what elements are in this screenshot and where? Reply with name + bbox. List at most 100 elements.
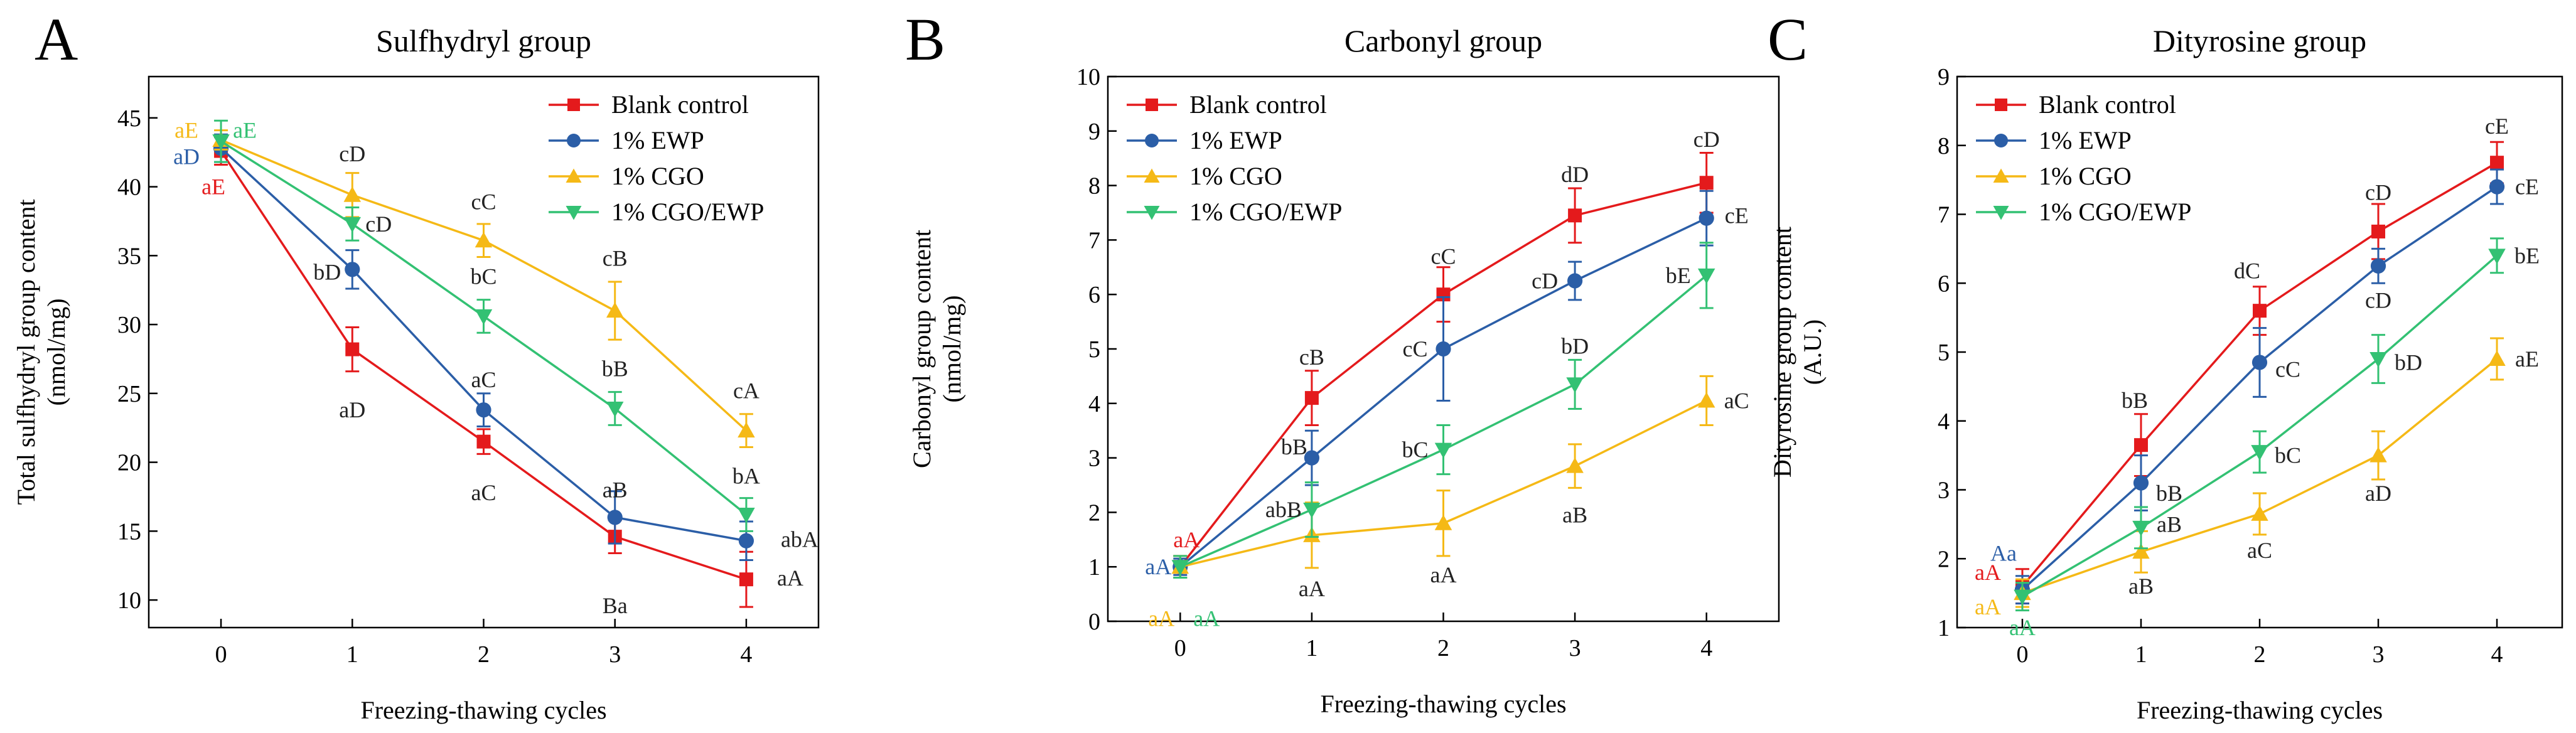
- x-tick-label: 3: [609, 641, 621, 668]
- data-point: [1699, 176, 1714, 190]
- y-tick-label: 1: [1088, 554, 1100, 581]
- data-label: aE: [233, 118, 257, 143]
- x-tick-label: 4: [740, 641, 752, 668]
- data-point: [1436, 341, 1451, 357]
- y-axis-unit-label: (nmol/mg): [938, 295, 966, 402]
- legend-label: Blank control: [2039, 90, 2176, 119]
- legend-label: 1% EWP: [1189, 126, 1282, 154]
- x-axis-label: Freezing-thawing cycles: [1320, 690, 1566, 718]
- legend: Blank control 1% EWP 1% CGO 1% CGO/EWP: [1127, 90, 1342, 226]
- legend-marker: [1995, 99, 2007, 111]
- legend-marker: [1993, 168, 2009, 183]
- panel-letter: C: [1768, 6, 1808, 73]
- legend-label: 1% CGO/EWP: [2039, 198, 2191, 226]
- data-point: [2253, 304, 2267, 318]
- data-point: [2490, 156, 2504, 170]
- x-tick-label: 4: [2491, 641, 2503, 668]
- legend-marker: [1145, 134, 1159, 147]
- chart-title: Dityrosine group: [2153, 23, 2366, 58]
- y-tick-label: 2: [1088, 500, 1100, 526]
- x-tick-label: 0: [215, 641, 227, 668]
- legend: Blank control 1% EWP 1% CGO 1% CGO/EWP: [549, 90, 764, 226]
- legend-label: 1% CGO: [2039, 162, 2132, 190]
- data-label: aA: [1430, 562, 1457, 587]
- data-label: aD: [173, 144, 200, 169]
- data-label: dC: [2234, 258, 2260, 283]
- data-point: [2369, 446, 2387, 463]
- legend-label: 1% EWP: [611, 126, 704, 154]
- data-label: bB: [2156, 481, 2182, 506]
- data-label: Aa: [1990, 540, 2017, 565]
- data-point: [1171, 560, 1189, 575]
- series-blank-control: aA bB dC cD cE: [1975, 114, 2509, 605]
- y-axis-unit-label: (nmol/mg): [42, 298, 70, 405]
- data-point: [2132, 543, 2150, 559]
- data-label: cE: [2485, 114, 2509, 139]
- y-tick-label: 45: [117, 105, 141, 132]
- legend-label: 1% CGO: [1189, 162, 1282, 190]
- data-label: aD: [2365, 481, 2391, 506]
- y-tick-label: 40: [117, 174, 141, 201]
- y-tick-label: 9: [1088, 119, 1100, 145]
- panel-letter: B: [905, 6, 945, 73]
- series-1-cgo-ewp: aA abB bC bD bE: [1171, 242, 1715, 631]
- data-label: bC: [470, 264, 496, 289]
- y-tick-label: 7: [1938, 202, 1950, 228]
- data-label: cD: [365, 211, 392, 237]
- x-tick-label: 1: [1306, 635, 1318, 661]
- data-point: [607, 510, 623, 525]
- data-label: aE: [174, 118, 198, 143]
- data-point: [1697, 392, 1715, 408]
- data-point: [1697, 268, 1715, 284]
- data-point: [2488, 350, 2506, 366]
- chart-panel-b: B Carbonyl group 0 1 2 3 4 5 6 7 8 9 10 0 1 2 3 4 Freezing…: [905, 6, 1780, 718]
- data-label: cC: [471, 190, 496, 215]
- data-point: [2489, 179, 2505, 195]
- data-label: abA: [781, 527, 818, 552]
- series-blank-control: aE aD aC Ba aA: [201, 136, 803, 618]
- series-1-ewp: aA bB cC cD cE: [1145, 190, 1749, 579]
- x-tick-label: 1: [346, 641, 358, 668]
- data-label: bE: [2514, 243, 2540, 268]
- y-tick-label: 5: [1938, 340, 1950, 366]
- legend-marker: [567, 99, 580, 111]
- data-point: [1566, 377, 1584, 393]
- y-tick-label: 25: [117, 381, 141, 407]
- data-point: [2369, 351, 2387, 368]
- data-label: aB: [2157, 511, 2182, 537]
- data-point: [606, 401, 624, 417]
- data-label: aC: [471, 367, 496, 392]
- y-axis-label: Dityrosine group content: [1768, 227, 1796, 478]
- data-label: bB: [1281, 434, 1307, 459]
- series-1-cgo: aA aB aC aD aE: [1975, 337, 2539, 619]
- chart-title: Carbonyl group: [1344, 23, 1542, 58]
- data-label: aC: [1724, 388, 1749, 413]
- y-tick-label: 4: [1938, 409, 1950, 435]
- y-tick-label: 8: [1938, 133, 1950, 159]
- y-tick-label: 6: [1938, 270, 1950, 297]
- data-point: [1304, 391, 1319, 405]
- data-label: aA: [777, 565, 803, 591]
- data-point: [1568, 208, 1582, 223]
- y-tick-label: 35: [117, 243, 141, 269]
- legend-marker: [1993, 206, 2009, 220]
- data-label: aA: [1975, 560, 2001, 585]
- x-tick-label: 2: [478, 641, 490, 668]
- legend-marker: [567, 134, 581, 147]
- data-label: cE: [1725, 203, 1749, 228]
- legend-marker: [1144, 168, 1160, 183]
- chart-panel-a: A Sulfhydryl group 10 15 20 25 30 35 40 45 0 1 2 3 4 Fr…: [12, 6, 820, 724]
- data-point: [1566, 457, 1584, 473]
- x-tick-label: 2: [1437, 635, 1449, 661]
- y-tick-label: 5: [1088, 336, 1100, 363]
- data-label: bD: [1561, 334, 1589, 359]
- y-axis-label: Carbonyl group content: [908, 230, 936, 468]
- y-axis-label: Total sulfhydryl group content: [12, 199, 40, 505]
- data-label: aB: [1562, 503, 1587, 528]
- data-point: [476, 402, 491, 418]
- chart-title: Sulfhydryl group: [376, 23, 591, 58]
- data-label: aB: [603, 478, 628, 503]
- data-label: aA: [1148, 606, 1174, 631]
